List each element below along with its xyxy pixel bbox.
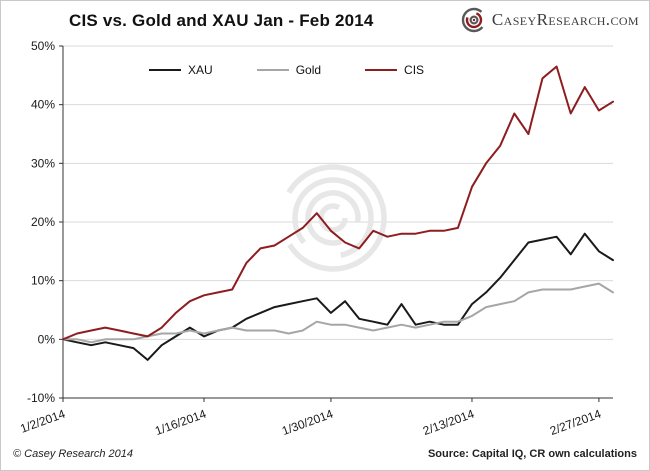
legend-label: Gold <box>295 63 322 77</box>
series-line-gold <box>62 282 614 344</box>
y-tick-label: 10% <box>31 274 55 288</box>
series-line-cis <box>62 65 614 341</box>
legend-label: XAU <box>188 63 213 77</box>
legend-swatch <box>149 69 181 71</box>
x-tick-label: 2/27/2014 <box>548 407 603 439</box>
copyright-text: © Casey Research 2014 <box>13 448 134 460</box>
legend-swatch <box>365 69 398 71</box>
y-tick-label: 20% <box>31 215 55 229</box>
casey-research-logo: CaseyResearch.com <box>461 7 639 33</box>
legend-swatch <box>256 69 289 71</box>
line-chart: 50% 40% 30% 20% 10% 0% -10% 1/2/2014 1/16/2014 1/… <box>18 39 614 439</box>
x-tick-label: 1/30/2014 <box>280 407 335 439</box>
source-text: Source: Capital IQ, CR own calculations <box>427 448 637 460</box>
series-line-xau <box>62 232 614 361</box>
y-tick-label: -10% <box>27 391 55 405</box>
spiral-logo-icon <box>461 7 487 33</box>
chart-title: CIS vs. Gold and XAU Jan - Feb 2014 <box>69 11 374 30</box>
x-tick-label: 1/2/2014 <box>18 407 67 436</box>
legend-item-cis: CIS <box>365 63 424 77</box>
y-tick-label: 0% <box>38 332 56 346</box>
chart-legend: XAU Gold CIS <box>149 63 424 77</box>
legend-item-xau: XAU <box>149 63 213 77</box>
logo-brand-primary: Casey <box>491 10 537 29</box>
y-tick-label: 40% <box>31 98 55 112</box>
x-tick-label: 2/13/2014 <box>421 407 476 439</box>
watermark-logo-icon <box>279 164 387 272</box>
x-tick-label: 1/16/2014 <box>153 407 208 439</box>
y-tick-label: 50% <box>31 39 55 53</box>
legend-item-gold: Gold <box>256 63 322 77</box>
legend-label: CIS <box>404 63 425 77</box>
y-tick-label: 30% <box>31 156 55 170</box>
logo-text: CaseyResearch.com <box>492 10 639 30</box>
logo-brand-secondary: Research.com <box>536 10 639 29</box>
